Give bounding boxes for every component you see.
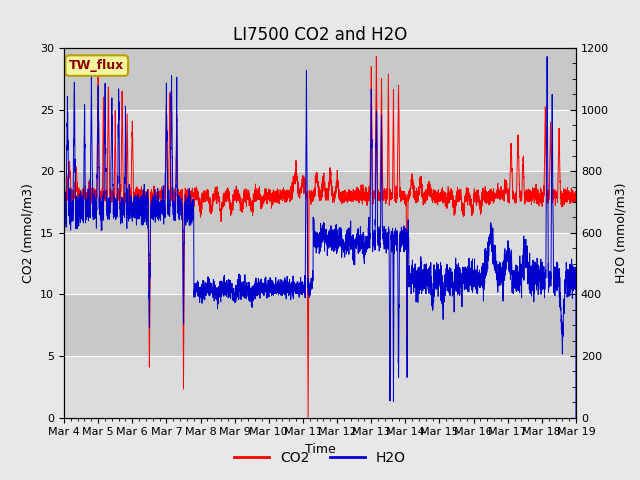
Bar — [64, 233, 576, 294]
Text: TW_flux: TW_flux — [69, 59, 124, 72]
Y-axis label: CO2 (mmol/m3): CO2 (mmol/m3) — [22, 183, 35, 283]
Bar — [64, 171, 576, 233]
Bar — [64, 356, 576, 418]
Legend: CO2, H2O: CO2, H2O — [228, 445, 412, 471]
Bar — [64, 294, 576, 356]
Bar — [64, 48, 576, 109]
Title: LI7500 CO2 and H2O: LI7500 CO2 and H2O — [233, 25, 407, 44]
X-axis label: Time: Time — [305, 443, 335, 456]
Bar — [64, 109, 576, 171]
Y-axis label: H2O (mmol/m3): H2O (mmol/m3) — [614, 182, 628, 283]
